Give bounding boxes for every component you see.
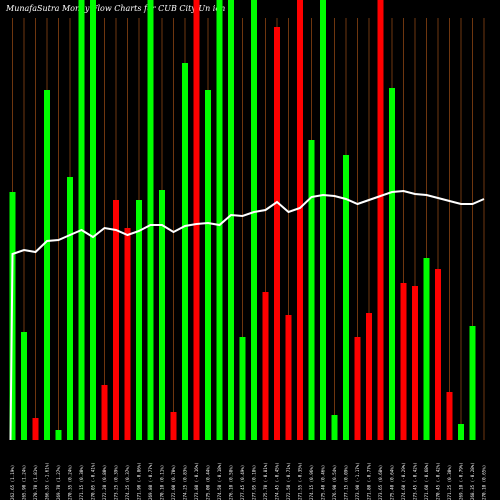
x-tick-label: 274.25 (0.83%) (183, 465, 188, 500)
x-tick-label: 270.35 (0.24%) (68, 465, 73, 500)
x-tick-label: 271.60 (-0.68%) (424, 462, 429, 500)
volume-bar (366, 313, 372, 440)
x-tick-label: 272.20 (0.80%) (102, 465, 107, 500)
volume-bar (400, 283, 407, 440)
x-tick-label: 269.10 (-0.79%) (459, 462, 464, 500)
x-tick-label: 275.40 (0.46%) (321, 465, 326, 500)
volume-bar (124, 228, 131, 440)
volume-bar (78, 0, 85, 440)
x-tick-label: 262.65 (1.19%) (10, 465, 15, 500)
volume-bar (21, 332, 27, 440)
x-tick-label: 274.45 (-0.45%) (275, 462, 280, 500)
x-tick-label: 266.35 (-1.61%) (45, 462, 50, 500)
x-tick-label: 269.80 (-0.77%) (148, 462, 153, 500)
volume-bar (113, 200, 119, 440)
volume-bar (228, 0, 234, 440)
x-tick-label: 275.00 (0.44%) (206, 465, 211, 500)
volume-bar (274, 27, 280, 440)
x-tick-label: 268.35 (-0.28%) (470, 462, 475, 500)
volume-bar (469, 326, 476, 440)
chart-title: MunafaSutra Money Flow Charts for CUB Ci… (6, 4, 226, 13)
x-tick-label: 265.90 (1.24%) (22, 465, 27, 500)
volume-bar (446, 392, 453, 440)
x-tick-label: 276.10 (0.58%) (229, 465, 234, 500)
volume-bar (216, 0, 223, 440)
x-tick-label: 275.70 (-0.81%) (263, 462, 268, 500)
volume-bar (147, 0, 154, 440)
x-tick-label: 271.90 (-0.86%) (137, 462, 142, 500)
x-tick-label: 277.45 (0.49%) (240, 465, 245, 500)
x-tick-label: 272.50 (-0.71%) (286, 462, 291, 500)
volume-bar (354, 337, 361, 440)
x-tick-label: 269.70 (1.27%) (56, 465, 61, 500)
volume-bar (32, 418, 39, 440)
x-tick-label: 277.95 (0.18%) (252, 465, 257, 500)
x-tick-label: 270.05 (-0.41%) (91, 462, 96, 500)
x-tick-label: 270.10 (0.11%) (160, 465, 165, 500)
x-tick-label: 274.15 (0.96%) (309, 465, 314, 500)
volume-bar (308, 140, 315, 440)
volume-bar (90, 0, 96, 440)
volume-bar (262, 292, 269, 440)
volume-bar (44, 90, 50, 440)
money-flow-line (9, 189, 485, 441)
x-tick-label: 276.90 (0.54%) (332, 465, 337, 500)
volume-bar (423, 258, 430, 440)
x-tick-label: 273.90 (-1.17%) (355, 462, 360, 500)
x-tick-label: 273.25 (0.39%) (114, 465, 119, 500)
volume-bar (320, 0, 326, 440)
volume-bar (251, 0, 257, 440)
volume-bar (193, 0, 200, 440)
x-tick-label: 270.70 (1.81%) (33, 465, 38, 500)
volume-bar (159, 190, 165, 440)
volume-bar (55, 430, 62, 440)
volume-bar (101, 385, 108, 440)
x-tick-label: 272.00 (0.70%) (171, 465, 176, 500)
x-tick-label: 274.25 (0.37%) (125, 465, 130, 500)
x-tick-label: 271.55 (-0.35%) (298, 462, 303, 500)
volume-bar (412, 286, 418, 440)
volume-bar (331, 415, 338, 440)
x-tick-label: 271.80 (-0.77%) (367, 462, 372, 500)
volume-bar (389, 88, 395, 440)
x-tick-label: 274.60 (-0.29%) (401, 462, 406, 500)
x-tick-labels: 262.65 (1.19%) 265.90 (1.24%) 270.70 (1.81… (10, 462, 487, 500)
x-tick-label: 270.10 (0.65%) (482, 465, 487, 500)
volume-bar (182, 63, 188, 440)
x-tick-label: 273.65 (0.68%) (378, 465, 383, 500)
x-tick-label: 277.15 (0.09%) (344, 465, 349, 500)
x-tick-label: 273.45 (-0.42%) (413, 462, 418, 500)
volume-bar (343, 155, 349, 440)
volume-bar (285, 315, 292, 440)
x-tick-label: 271.15 (0.30%) (79, 465, 84, 500)
volume-bar (377, 0, 384, 440)
bars (9, 0, 476, 440)
x-tick-label: 270.45 (-0.42%) (436, 462, 441, 500)
x-tick-label: 274.50 (-0.18%) (217, 462, 222, 500)
volume-bar (458, 424, 464, 440)
x-tick-label: 273.80 (-0.16%) (194, 462, 199, 500)
x-tick-label: 275.40 (0.64%) (390, 465, 395, 500)
volume-bar (170, 412, 177, 440)
volume-bar (239, 337, 246, 440)
volume-bar (205, 90, 211, 440)
volume-bar (297, 0, 303, 440)
volume-bar (435, 269, 441, 440)
volume-bar (136, 200, 142, 440)
volume-bar (67, 177, 73, 440)
x-tick-label: 271.25 (0.30%) (447, 465, 452, 500)
